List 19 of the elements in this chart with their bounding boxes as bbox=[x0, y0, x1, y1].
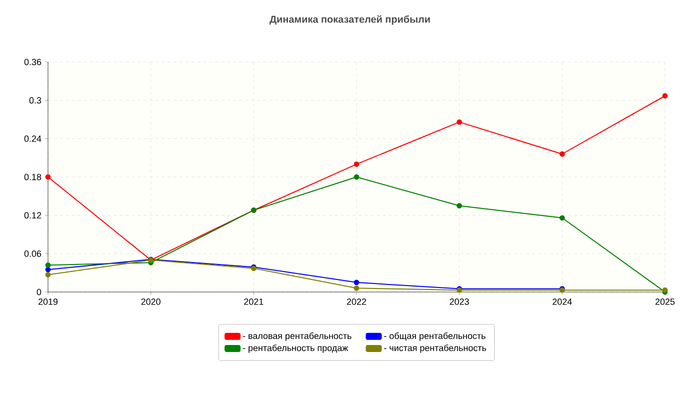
y-tick-label: 0.36 bbox=[24, 58, 42, 66]
y-tick-label: 0 bbox=[36, 288, 42, 296]
x-tick-label: 2024 bbox=[552, 298, 572, 305]
y-tick-label: 0.24 bbox=[24, 135, 42, 142]
legend-label: - чистая рентабельность bbox=[384, 344, 486, 353]
x-tick-label: 2025 bbox=[655, 298, 675, 305]
x-tick-label: 2020 bbox=[141, 298, 160, 305]
x-tick-label: 2022 bbox=[346, 298, 366, 305]
legend-label: - общая рентабельность bbox=[384, 332, 486, 341]
x-tick-label: 2023 bbox=[450, 298, 469, 305]
y-tick-label: 0.12 bbox=[24, 212, 42, 219]
y-tick-label: 0.3 bbox=[29, 97, 42, 104]
chart-title: Динамика показателей прибыли bbox=[270, 15, 430, 25]
y-tick-label: 0.06 bbox=[24, 250, 42, 257]
x-tick-label: 2021 bbox=[244, 298, 264, 305]
y-tick-label: 0.18 bbox=[24, 174, 42, 180]
x-tick-label: 2019 bbox=[38, 298, 58, 305]
legend-label: - валовая рентабельность bbox=[242, 332, 352, 341]
legend-label: - рентабельность продаж bbox=[242, 344, 348, 353]
